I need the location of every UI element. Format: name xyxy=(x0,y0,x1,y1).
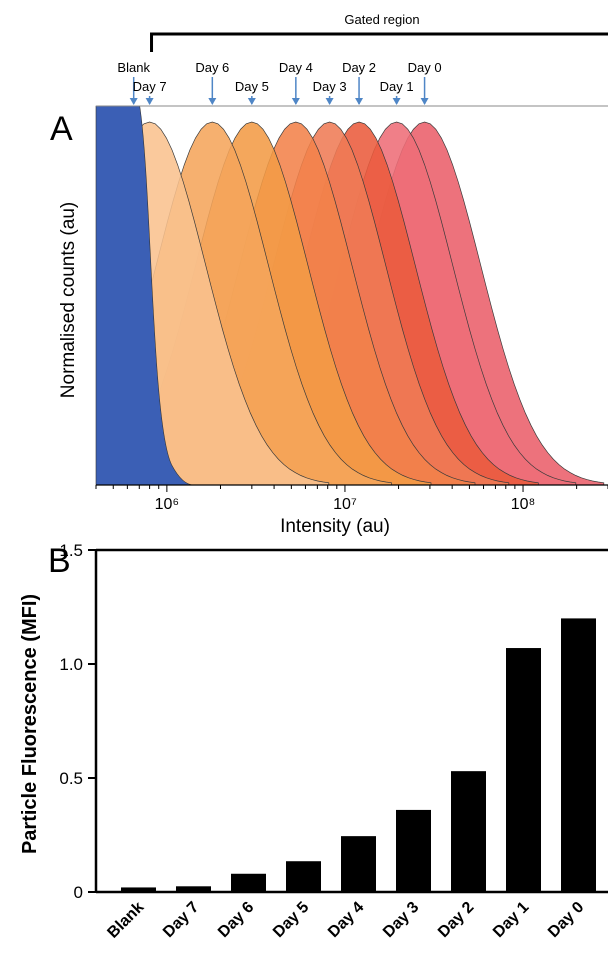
y-tick-label: 1.0 xyxy=(59,655,83,674)
gate-bracket xyxy=(150,32,608,52)
bar-day-3 xyxy=(396,809,431,892)
bar-day-4 xyxy=(341,836,376,892)
bar-layer: 0 0.5 1.0 1.5 Blank Day 7 Day 6 Day 5 Day 4 Day 3… xyxy=(59,541,608,942)
x-tick-label: 10⁷ xyxy=(333,496,357,513)
marker-label-day-5: Day 5 xyxy=(235,79,269,94)
marker-arrow-day-3 xyxy=(325,98,334,105)
y-tick-label: 0 xyxy=(74,883,83,902)
marker-arrow-day-5 xyxy=(247,98,256,105)
bar-day-1 xyxy=(506,648,541,892)
bar-day-0 xyxy=(561,618,596,892)
category-label: Day 4 xyxy=(325,899,367,941)
marker-arrow-day-1 xyxy=(392,98,401,105)
marker-label-day-6: Day 6 xyxy=(195,60,229,75)
bar-day-2 xyxy=(451,771,486,892)
y-tick-label: 1.5 xyxy=(59,541,83,560)
category-label: Day 0 xyxy=(545,899,587,941)
category-label: Day 5 xyxy=(270,899,312,941)
category-label: Day 1 xyxy=(490,899,532,941)
marker-arrow-day-6 xyxy=(208,98,217,105)
marker-arrow-day-2 xyxy=(355,98,364,105)
x-tick-label: 10⁶ xyxy=(155,496,179,513)
histogram-layer xyxy=(95,105,605,486)
panel-b-label: B xyxy=(48,542,71,580)
marker-arrow-blank xyxy=(129,98,138,105)
panel-b-ylabel: Particle Fluorescence (MFI) xyxy=(19,594,41,854)
panel-a-xlabel: Intensity (au) xyxy=(280,516,390,537)
marker-label-blank: Blank xyxy=(117,60,150,75)
marker-arrow-day-0 xyxy=(420,98,429,105)
bar-day-6 xyxy=(231,873,266,892)
panel-a-ylabel: Normalised counts (au) xyxy=(58,202,79,398)
histogram-blank xyxy=(95,105,194,486)
marker-label-day-4: Day 4 xyxy=(279,60,313,75)
bar-day-5 xyxy=(286,861,321,892)
gate-label: Gated region xyxy=(344,12,419,27)
category-label: Day 2 xyxy=(435,899,477,941)
bar-day-7 xyxy=(176,886,211,892)
marker-label-day-1: Day 1 xyxy=(380,79,414,94)
y-tick-label: 0.5 xyxy=(59,769,83,788)
category-label: Day 3 xyxy=(380,899,422,941)
marker-label-day-7: Day 7 xyxy=(133,79,167,94)
marker-label-day-2: Day 2 xyxy=(342,60,376,75)
marker-arrow-day-4 xyxy=(291,98,300,105)
marker-label-day-3: Day 3 xyxy=(313,79,347,94)
marker-arrow-day-7 xyxy=(145,98,154,105)
category-label: Day 7 xyxy=(160,899,202,941)
category-label: Blank xyxy=(104,899,147,942)
category-label: Day 6 xyxy=(215,899,257,941)
bar-blank xyxy=(121,887,156,892)
marker-label-day-0: Day 0 xyxy=(408,60,442,75)
x-tick-label: 10⁸ xyxy=(511,496,536,513)
panel-a-label: A xyxy=(50,110,73,148)
